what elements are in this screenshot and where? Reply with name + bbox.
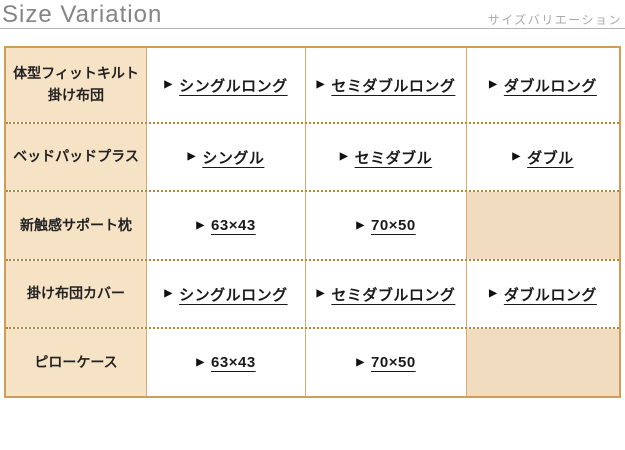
size-link-label: ダブル [527, 149, 574, 167]
size-cell: ▶ セミダブルロング [305, 261, 466, 327]
size-link-label: セミダブル [354, 149, 433, 167]
size-link-label: 63×43 [211, 354, 256, 371]
table-row: 掛け布団カバー ▶ シングルロング ▶ セミダブルロング ▶ ダブルロング [6, 259, 619, 327]
link-arrow-icon: ▶ [164, 79, 173, 90]
size-link[interactable]: ▶ ダブルロング [489, 75, 597, 96]
table-row: 新触感サポート枕 ▶ 63×43 ▶ 70×50 [6, 190, 619, 259]
link-arrow-icon: ▶ [316, 79, 325, 90]
size-link-label: セミダブルロング [331, 77, 456, 95]
size-cell: ▶ ダブルロング [466, 261, 619, 327]
size-cell: ▶ シングルロング [146, 48, 305, 122]
product-cell: ベッドパッドプラス [6, 124, 146, 190]
size-link-label: シングルロング [179, 286, 288, 304]
size-link[interactable]: ▶ 63×43 [196, 217, 255, 234]
size-link[interactable]: ▶ セミダブルロング [317, 284, 456, 305]
link-arrow-icon: ▶ [187, 151, 196, 162]
table-row: ピローケース ▶ 63×43 ▶ 70×50 [6, 327, 619, 396]
link-arrow-icon: ▶ [316, 288, 325, 299]
size-link[interactable]: ▶ シングル [188, 147, 265, 168]
size-link-label: シングル [202, 149, 265, 167]
size-link-label: 70×50 [371, 354, 416, 371]
link-arrow-icon: ▶ [489, 79, 497, 90]
size-cell: ▶ 63×43 [146, 329, 305, 396]
link-arrow-icon: ▶ [356, 356, 365, 368]
size-link[interactable]: ▶ シングルロング [164, 284, 287, 305]
page-subtitle: サイズバリエーション [487, 13, 622, 27]
size-link-label: 70×50 [371, 217, 416, 234]
link-arrow-icon: ▶ [164, 288, 173, 299]
table-row: ベッドパッドプラス ▶ シングル ▶ セミダブル ▶ ダブル [6, 122, 619, 190]
size-table: 体型フィットキルト 掛け布団 ▶ シングルロング ▶ セミダブルロング ▶ ダブ… [4, 46, 621, 398]
product-cell: ピローケース [6, 329, 146, 396]
size-link-label: 63×43 [211, 217, 256, 234]
size-cell: ▶ セミダブル [305, 124, 466, 190]
size-link[interactable]: ▶ セミダブル [340, 147, 432, 168]
link-arrow-icon: ▶ [196, 219, 205, 231]
empty-cell [466, 192, 619, 259]
size-link-label: シングルロング [179, 77, 288, 95]
product-cell: 掛け布団カバー [6, 261, 146, 327]
page-title: Size Variation [2, 1, 163, 28]
size-link[interactable]: ▶ 70×50 [356, 217, 415, 234]
size-cell: ▶ シングルロング [146, 261, 305, 327]
size-cell: ▶ ダブルロング [466, 48, 619, 122]
size-link[interactable]: ▶ シングルロング [164, 75, 287, 96]
size-link-label: ダブルロング [503, 77, 597, 95]
link-arrow-icon: ▶ [196, 356, 205, 368]
title-divider [0, 28, 625, 29]
size-link[interactable]: ▶ ダブル [512, 147, 573, 168]
link-arrow-icon: ▶ [356, 219, 365, 231]
size-link[interactable]: ▶ 63×43 [196, 354, 255, 371]
size-link[interactable]: ▶ ダブルロング [489, 284, 597, 305]
product-cell: 体型フィットキルト 掛け布団 [6, 48, 146, 122]
table-row: 体型フィットキルト 掛け布団 ▶ シングルロング ▶ セミダブルロング ▶ ダブ… [6, 48, 619, 122]
size-link[interactable]: ▶ 70×50 [356, 354, 415, 371]
size-cell: ▶ 70×50 [305, 329, 466, 396]
size-cell: ▶ 70×50 [305, 192, 466, 259]
size-link-label: ダブルロング [503, 286, 597, 304]
size-link-label: セミダブルロング [331, 286, 456, 304]
size-cell: ▶ 63×43 [146, 192, 305, 259]
product-cell: 新触感サポート枕 [6, 192, 146, 259]
size-cell: ▶ セミダブルロング [305, 48, 466, 122]
link-arrow-icon: ▶ [489, 288, 497, 299]
size-cell: ▶ ダブル [466, 124, 619, 190]
link-arrow-icon: ▶ [512, 151, 521, 162]
link-arrow-icon: ▶ [339, 151, 348, 162]
empty-cell [466, 329, 619, 396]
size-cell: ▶ シングル [146, 124, 305, 190]
size-link[interactable]: ▶ セミダブルロング [317, 75, 456, 96]
